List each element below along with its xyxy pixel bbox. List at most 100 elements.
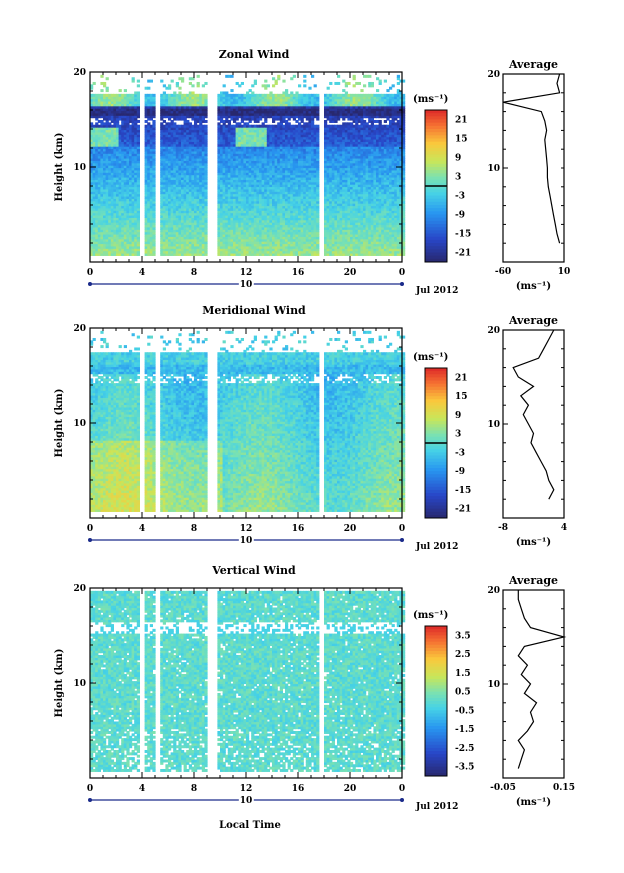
heatmap-cell [129, 103, 133, 107]
heatmap-cell [168, 207, 172, 211]
heatmap-cell [105, 110, 109, 114]
heatmap-cell [160, 195, 164, 199]
heatmap-cell [118, 105, 122, 109]
heatmap-cell [129, 105, 133, 109]
heatmap-cell [129, 226, 133, 230]
heatmap-cell [100, 229, 104, 233]
heatmap-cell [147, 86, 151, 90]
heatmap-cell [144, 243, 148, 247]
heatmap-cell [152, 205, 156, 209]
heatmap-cell [173, 250, 177, 254]
heatmap-cell [116, 198, 120, 202]
heatmap-cell [110, 181, 114, 185]
heatmap-cell [95, 115, 99, 119]
heatmap-cell [147, 191, 151, 195]
heatmap-cell [113, 127, 117, 131]
heatmap-cell [129, 98, 133, 102]
heatmap-cell [152, 186, 156, 190]
heatmap-cell [160, 146, 164, 150]
heatmap-cell [92, 224, 96, 228]
heatmap-cell [90, 238, 94, 242]
heatmap-cell [103, 100, 107, 104]
heatmap-cell [160, 162, 164, 166]
heatmap-cell [95, 172, 99, 176]
heatmap-cell [149, 231, 153, 235]
heatmap-cell [160, 219, 164, 223]
heatmap-cell [108, 184, 112, 188]
heatmap-cell [126, 160, 130, 164]
heatmap-cell [149, 143, 153, 147]
heatmap-cell [100, 165, 104, 169]
heatmap-cell [90, 245, 94, 249]
heatmap-cell [162, 136, 166, 140]
heatmap-cell [126, 243, 130, 247]
heatmap-cell [100, 186, 104, 190]
heatmap-cell [116, 245, 120, 249]
heatmap-cell [173, 233, 177, 237]
heatmap-cell [147, 115, 151, 119]
heatmap-cell [126, 193, 130, 197]
heatmap-cell [131, 150, 135, 154]
heatmap-cell [121, 231, 125, 235]
heatmap-cell [92, 153, 96, 157]
heatmap-cell [108, 100, 112, 104]
heatmap-cell [162, 193, 166, 197]
heatmap-cell [165, 210, 169, 214]
heatmap-cell [123, 110, 127, 114]
heatmap-cell [95, 160, 99, 164]
heatmap-cell [108, 93, 112, 97]
heatmap-cell [105, 89, 109, 93]
heatmap-cell [95, 157, 99, 161]
heatmap-cell [103, 160, 107, 164]
heatmap-cell [147, 162, 151, 166]
heatmap-cell [123, 219, 127, 223]
heatmap-cell [162, 174, 166, 178]
heatmap-cell [90, 191, 94, 195]
heatmap-cell [95, 193, 99, 197]
heatmap-cell [113, 195, 117, 199]
heatmap-cell [92, 143, 96, 147]
heatmap-cell [165, 222, 169, 226]
heatmap-cell [165, 224, 169, 228]
heatmap-cell [100, 203, 104, 207]
heatmap-cell [131, 129, 135, 133]
heatmap-cell [131, 162, 135, 166]
heatmap-cell [136, 84, 140, 88]
heatmap-cell [123, 184, 127, 188]
heatmap-cell [90, 155, 94, 159]
heatmap-cell [95, 195, 99, 199]
heatmap-cell [170, 191, 174, 195]
heatmap-cell [126, 115, 130, 119]
heatmap-cell [113, 245, 117, 249]
heatmap-cell [100, 200, 104, 204]
heatmap-cell [170, 179, 174, 183]
heatmap-cell [129, 100, 133, 104]
heatmap-cell [108, 141, 112, 145]
heatmap-cell [134, 134, 138, 138]
heatmap-cell [134, 210, 138, 214]
heatmap-cell [105, 100, 109, 104]
heatmap-cell [100, 250, 104, 254]
heatmap-cell [108, 146, 112, 150]
heatmap-cell [110, 105, 114, 109]
heatmap-cell [160, 248, 164, 252]
heatmap-cell [110, 186, 114, 190]
heatmap-cell [95, 127, 99, 131]
heatmap-cell [147, 188, 151, 192]
heatmap-cell [149, 188, 153, 192]
heatmap-cell [116, 248, 120, 252]
heatmap-cell [160, 110, 164, 114]
heatmap-cell [147, 167, 151, 171]
heatmap-cell [92, 138, 96, 142]
heatmap-cell [118, 241, 122, 245]
heatmap-cell [118, 169, 122, 173]
heatmap-cell [165, 167, 169, 171]
heatmap-cell [160, 222, 164, 226]
heatmap-cell [123, 153, 127, 157]
heatmap-cell [118, 229, 122, 233]
heatmap-cell [126, 245, 130, 249]
heatmap-cell [118, 250, 122, 254]
heatmap-cell [105, 98, 109, 102]
heatmap-cell [113, 238, 117, 242]
heatmap-cell [108, 229, 112, 233]
